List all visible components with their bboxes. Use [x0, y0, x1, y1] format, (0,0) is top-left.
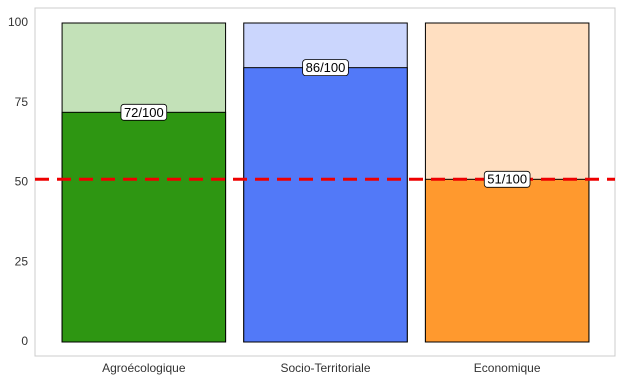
y-tick-label: 25	[15, 254, 29, 268]
panel-border	[34, 7, 616, 357]
y-tick-label: 0	[21, 334, 28, 348]
value-label-box	[302, 59, 349, 77]
value-label-box	[120, 103, 168, 121]
y-tick-label: 50	[15, 175, 29, 189]
value-label: 51/100	[487, 172, 527, 187]
y-tick-label: 75	[15, 95, 29, 109]
x-tick-label: Agroécologique	[102, 361, 186, 375]
value-label: 86/100	[306, 60, 346, 75]
y-tick-label: 100	[8, 15, 28, 29]
bar	[243, 67, 408, 343]
value-label: 72/100	[124, 105, 164, 120]
bar	[61, 111, 227, 343]
x-tick-label: Economique	[474, 361, 541, 375]
value-label-box	[483, 170, 531, 188]
x-tick-label: Socio-Territoriale	[280, 361, 370, 375]
bar	[424, 178, 590, 343]
